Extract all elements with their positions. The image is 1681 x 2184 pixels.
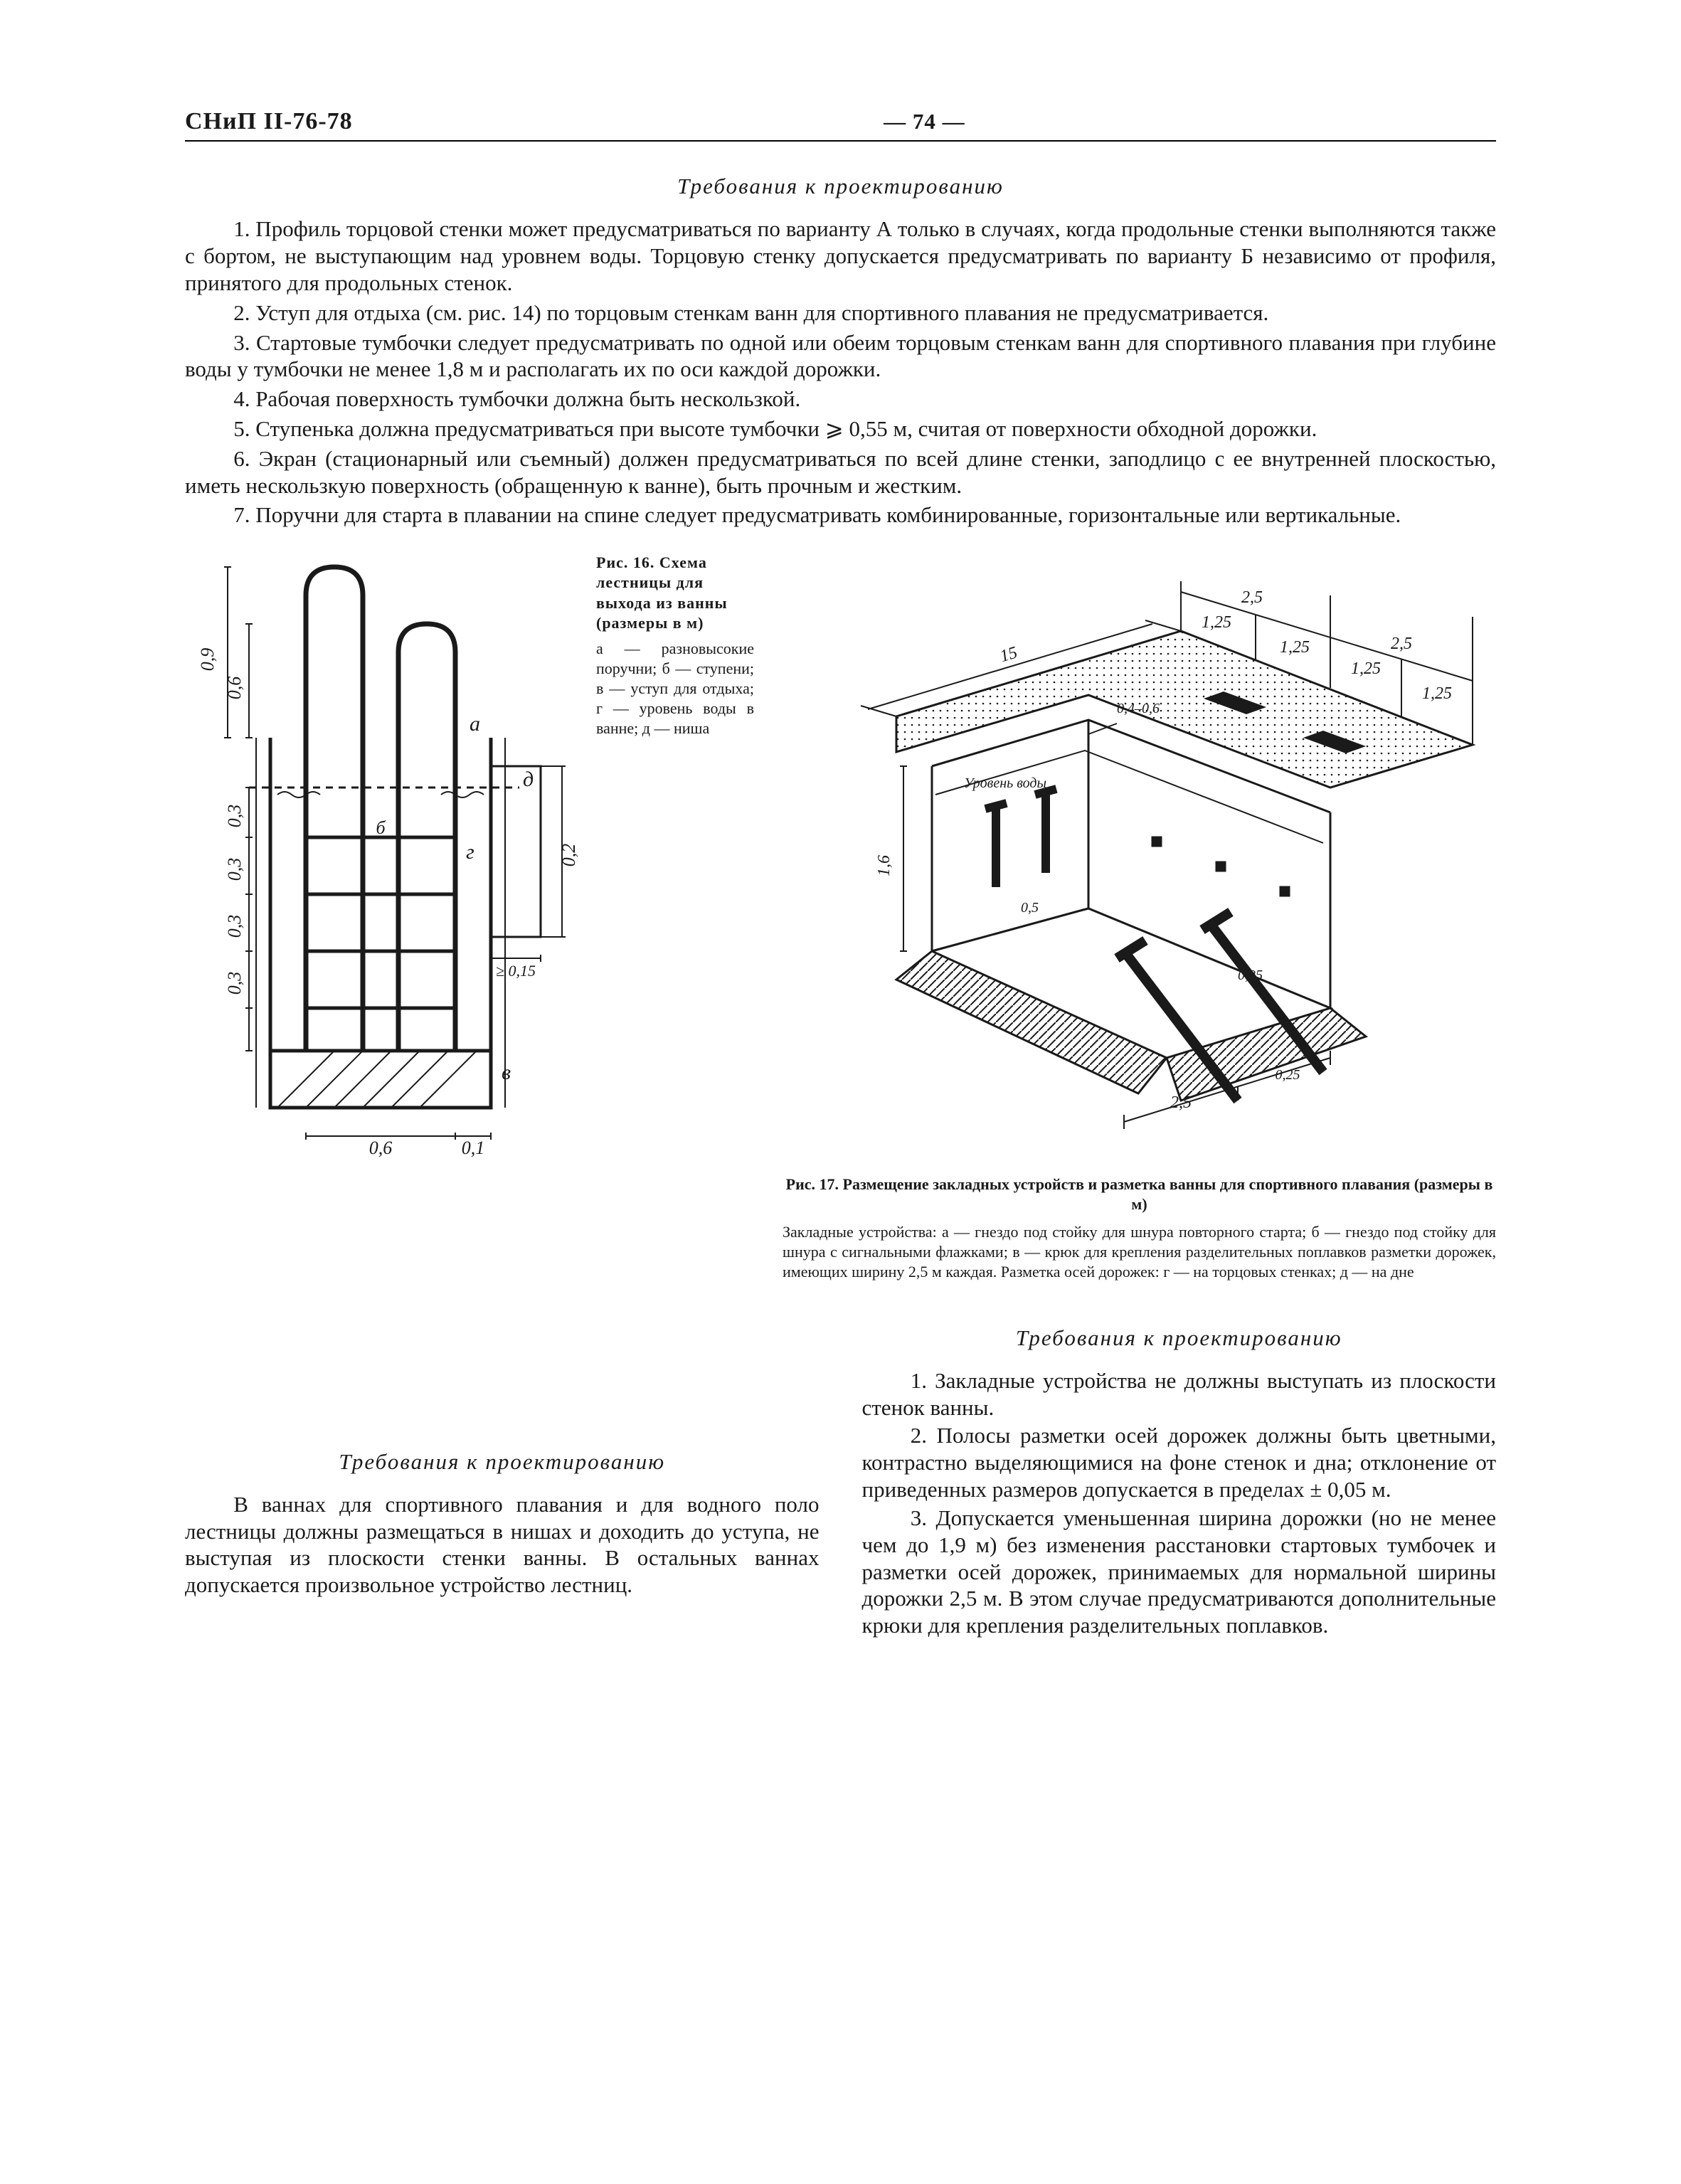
- figure-16-caption: Рис. 16. Схема лестницы для выхода из ва…: [583, 553, 754, 738]
- sec1-item-2: 2. Уступ для отдыха (см. рис. 14) по тор…: [185, 299, 1496, 327]
- sec1-item-4: 4. Рабочая поверхность тумбочки должна б…: [185, 386, 1496, 413]
- figure-17-caption: Рис. 17. Размещение закладных устройств …: [783, 1175, 1496, 1282]
- svg-text:0,6: 0,6: [369, 1138, 393, 1158]
- svg-text:1,25: 1,25: [1202, 613, 1231, 632]
- figure-16-svg: 0,9 0,6 0,3 0,3 0,3 0,3 0,6 0,1 ≥ 0,15 0…: [185, 553, 583, 1165]
- sec1-item-3: 3. Стартовые тумбочки следует предусматр…: [185, 329, 1496, 383]
- svg-text:≥ 0,15: ≥ 0,15: [496, 962, 536, 980]
- svg-text:1,6: 1,6: [875, 855, 893, 876]
- col-right-title: Требования к проектированию: [862, 1325, 1497, 1352]
- sec1-item-7: 7. Поручни для старта в плавании на спин…: [185, 502, 1496, 529]
- svg-text:д: д: [523, 768, 534, 791]
- svg-text:0,4–0,6: 0,4–0,6: [1117, 701, 1160, 716]
- sec1-item-1: 1. Профиль торцовой стенки может предусм…: [185, 216, 1496, 296]
- svg-text:2,5: 2,5: [1241, 588, 1263, 607]
- col-left-para: В ваннах для спортивного плавания и для …: [185, 1491, 820, 1599]
- fig16-cap-title: Рис. 16. Схема лестницы для выхода из ва…: [596, 553, 754, 633]
- svg-text:г: г: [466, 840, 474, 864]
- svg-text:0,3: 0,3: [224, 805, 245, 828]
- sec1-item-6: 6. Экран (стационарный или съемный) долж…: [185, 445, 1496, 499]
- svg-text:0,3: 0,3: [224, 972, 245, 995]
- svg-text:2,5: 2,5: [1391, 635, 1412, 653]
- bottom-columns: Требования к проектированию В ваннах для…: [185, 1306, 1496, 1640]
- section1-title: Требования к проектированию: [185, 173, 1496, 200]
- svg-text:1,25: 1,25: [1422, 684, 1452, 703]
- col-left: Требования к проектированию В ваннах для…: [185, 1306, 820, 1640]
- doc-code: СНиП II-76-78: [185, 107, 353, 136]
- figure-16: 0,9 0,6 0,3 0,3 0,3 0,3 0,6 0,1 ≥ 0,15 0…: [185, 553, 754, 1165]
- svg-text:0,9: 0,9: [197, 648, 218, 672]
- svg-text:а: а: [470, 712, 480, 736]
- svg-text:в: в: [502, 1061, 511, 1084]
- svg-text:0,25: 0,25: [1276, 1067, 1300, 1083]
- page-number: — 74 —: [353, 108, 1496, 135]
- col-right-item-3: 3. Допускается уменьшенная ширина дорожк…: [862, 1505, 1497, 1639]
- svg-text:0,1: 0,1: [462, 1138, 485, 1158]
- svg-text:1,25: 1,25: [1351, 659, 1381, 678]
- fig17-cap-title: Рис. 17. Размещение закладных устройств …: [783, 1175, 1496, 1214]
- svg-text:2,5: 2,5: [1170, 1093, 1192, 1112]
- col-right-item-1: 1. Закладные устройства не должны выступ…: [862, 1367, 1497, 1421]
- figures-row: 0,9 0,6 0,3 0,3 0,3 0,3 0,6 0,1 ≥ 0,15 0…: [185, 553, 1496, 1282]
- svg-text:0,2: 0,2: [558, 844, 579, 867]
- col-left-title: Требования к проектированию: [185, 1448, 820, 1475]
- col-right-item-2: 2. Полосы разметки осей дорожек должны б…: [862, 1422, 1497, 1502]
- fig17-cap-body: Закладные устройства: а — гнездо под сто…: [783, 1222, 1496, 1282]
- svg-text:Уровень воды: Уровень воды: [964, 775, 1046, 791]
- figure-17-svg: 2,5 2,5 1,25 1,25 1,25 1,25 15 1,6 0,4–0…: [783, 553, 1494, 1165]
- svg-text:15: 15: [998, 644, 1020, 667]
- page-header: СНиП II-76-78 — 74 —: [185, 107, 1496, 142]
- svg-text:0,6: 0,6: [224, 677, 245, 700]
- figure-17: 2,5 2,5 1,25 1,25 1,25 1,25 15 1,6 0,4–0…: [783, 553, 1496, 1282]
- svg-text:0,3: 0,3: [224, 858, 245, 881]
- svg-text:б: б: [376, 817, 386, 838]
- svg-text:0,5: 0,5: [1021, 900, 1039, 916]
- col-right: Требования к проектированию 1. Закладные…: [862, 1306, 1497, 1640]
- svg-text:1,25: 1,25: [1280, 638, 1310, 657]
- svg-text:0,25: 0,25: [1238, 968, 1263, 983]
- svg-text:0,3: 0,3: [224, 915, 245, 938]
- sec1-item-5: 5. Ступенька должна предусматриваться пр…: [185, 415, 1496, 442]
- fig16-cap-body: а — разновысокие поручни; б — ступени; в…: [596, 639, 754, 739]
